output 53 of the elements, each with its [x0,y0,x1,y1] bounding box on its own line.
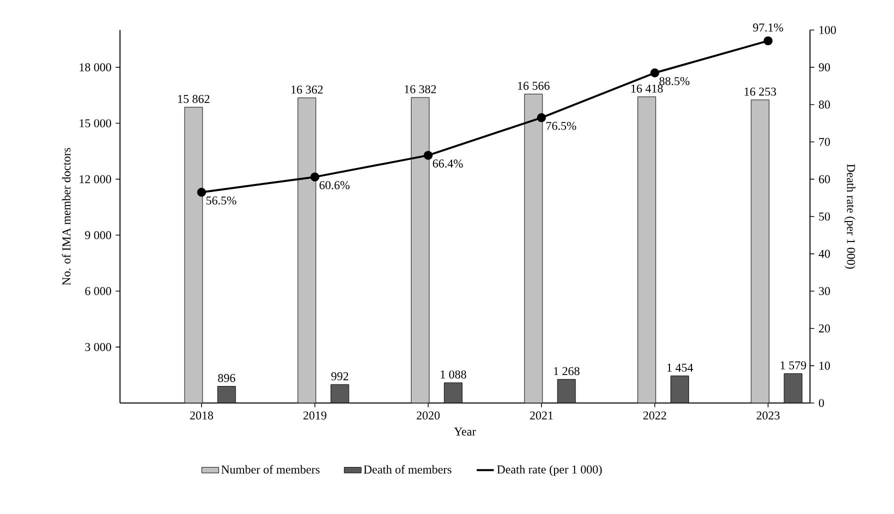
y2-tick-label: 20 [818,324,830,332]
y-tick-label: 12 000 [80,175,112,184]
y-tick-label: 15 000 [80,119,112,128]
y-tick-label: 6 000 [85,287,112,296]
y2-tick-label: 10 [819,362,830,370]
point [537,113,546,122]
legend-label: Death of members [364,465,452,474]
y2-tick-label: 70 [819,138,830,146]
x-tick-label: 2018 [190,411,214,420]
legend-label: Death rate (per 1 000) [497,465,602,476]
x-tick-label: 2019 [303,411,326,420]
y-tick-label: 18 000 [80,63,112,72]
legend-label: Number of members [221,465,320,474]
y2-tick-label: 50 [819,212,830,221]
data-label: 16 382 [404,85,436,94]
point [764,36,773,46]
point [424,150,433,160]
data-label: 16 418 [631,84,663,93]
data-label: 60.6% [320,181,350,190]
x-axis-title: Year [454,428,476,436]
data-label: 97.1% [753,23,784,32]
data-label: 1 088 [440,370,466,379]
data-label: 76.5% [546,122,576,130]
y2-tick-label: 40 [818,250,830,258]
y-tick-label: 9 000 [85,231,112,240]
y2-tick-label: 100 [819,26,836,34]
y2-tick-label: 80 [818,100,830,109]
data-label: 16 566 [518,82,550,90]
y-axis-title: No. of IMA member doctors [62,148,71,286]
data-label: 16 362 [291,86,323,94]
x-tick-label: 2021 [530,411,553,420]
y-tick-label: 3 000 [85,343,112,352]
x-tick-label: 2022 [643,411,666,420]
point [650,68,660,78]
data-label: 1 579 [780,361,806,370]
x-tick-label: 2020 [416,411,440,420]
y2-tick-label: 0 [818,398,824,408]
data-label: 1 454 [667,364,694,372]
y2-axis-title: Death rate (per 1 000) [844,164,856,269]
x-tick-label: 2023 [756,411,780,420]
data-label: 16 253 [744,88,776,96]
data-label: 992 [331,372,348,380]
data-label: 88.5% [659,77,690,86]
data-label: 1 268 [554,367,580,376]
data-label: 15 862 [178,94,210,103]
data-label: 66.4% [432,160,463,168]
y2-tick-label: 30 [819,287,830,296]
point [197,188,206,197]
y2-tick-label: 90 [818,63,830,72]
point [310,172,320,182]
data-label: 896 [218,374,236,382]
y2-tick-label: 60 [818,175,830,184]
data-label: 56.5% [206,196,236,205]
